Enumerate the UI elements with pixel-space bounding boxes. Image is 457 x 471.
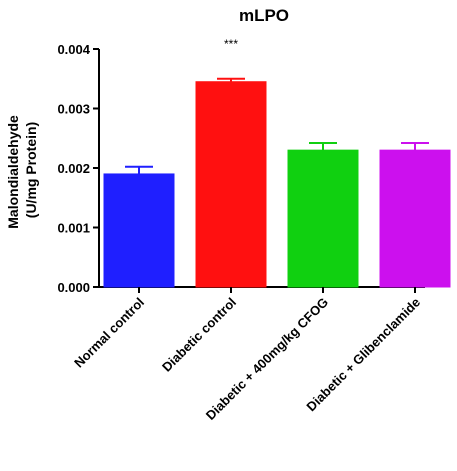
significance-annotation: *** (224, 37, 238, 51)
y-axis-label-line-2: (U/mg Protein) (23, 122, 39, 218)
bar (287, 149, 359, 288)
y-axis-label: Malondialdehyde (U/mg Protein) (5, 111, 39, 228)
y-tick-label: 0.000 (57, 280, 90, 295)
bar (195, 81, 267, 288)
chart-title: mLPO (239, 6, 289, 25)
x-tick-label: Normal control (71, 295, 147, 371)
bar (379, 149, 451, 288)
y-tick-label: 0.001 (57, 221, 90, 236)
y-tick-label: 0.002 (57, 161, 90, 176)
bar (103, 173, 175, 288)
y-tick-label: 0.004 (57, 42, 90, 57)
y-axis-label-line-1: Malondialdehyde (5, 115, 21, 229)
plot-area: 0.000 0.001 0.002 0.003 0.004 Normal control D… (57, 37, 451, 423)
x-tick-label: Diabetic control (159, 295, 239, 375)
y-tick-label: 0.003 (57, 102, 90, 117)
